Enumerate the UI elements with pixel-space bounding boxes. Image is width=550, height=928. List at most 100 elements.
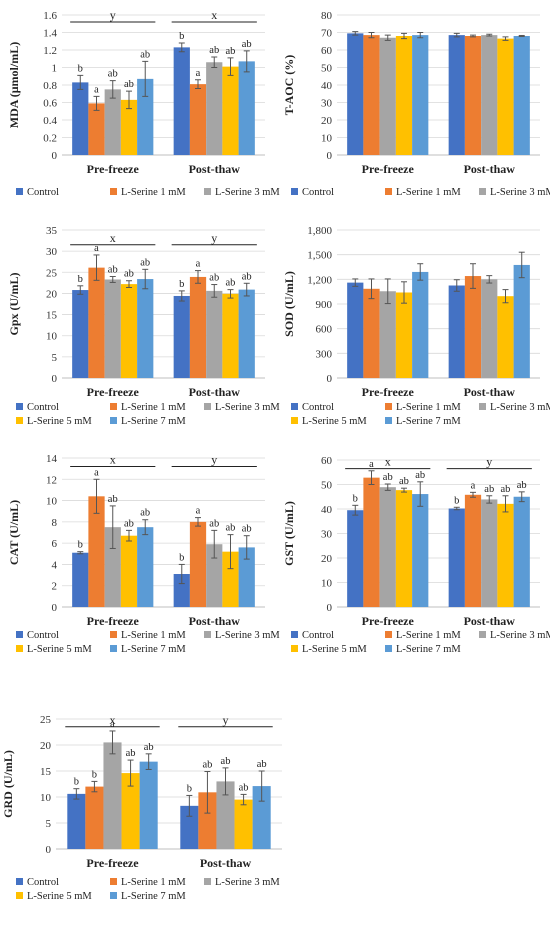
bar-l-serine-1-mm-post-thaw	[189, 276, 207, 378]
significance-label: a	[94, 467, 99, 478]
legend-label: L-Serine 3 mM	[215, 877, 280, 888]
bar-l-serine-1-mm-pre-freeze	[88, 496, 105, 607]
y-tick-label: 30	[321, 529, 333, 541]
group-letter: x	[110, 713, 116, 727]
y-tick-label: 30	[321, 98, 333, 110]
legend-label: L-Serine 3 mM	[490, 402, 550, 413]
y-tick-label: 20	[40, 740, 52, 752]
legend-label: L-Serine 1 mM	[121, 402, 186, 413]
group-letter: x	[110, 453, 116, 467]
legend-label: L-Serine 3 mM	[215, 187, 280, 198]
group-letter: y	[110, 8, 116, 22]
bar-control-pre-freeze	[72, 82, 89, 155]
legend-label: Control	[27, 187, 59, 198]
significance-label: ab	[202, 760, 212, 771]
significance-label: b	[179, 552, 184, 563]
bar-control-post-thaw	[180, 805, 199, 849]
chart-sod: 0 300 600 900 1,200 1,500 1,800 SOD (U/mL) Pre-f…	[282, 225, 550, 427]
legend-label: L-Serine 1 mM	[396, 402, 461, 413]
y-axis-label: SOD (U/mL)	[282, 271, 296, 337]
legend-swatch	[110, 892, 117, 899]
bar-l-serine-5-mm-pre-freeze	[121, 773, 140, 849]
legend-label: L-Serine 7 mM	[121, 416, 186, 427]
group-letter: x	[110, 231, 116, 245]
significance-label: b	[353, 493, 358, 504]
legend-swatch	[204, 631, 211, 638]
y-tick-label: 10	[40, 792, 52, 804]
bar-l-serine-7-mm-post-thaw	[238, 547, 255, 607]
legend-label: L-Serine 5 mM	[27, 416, 92, 427]
legend-swatch	[110, 403, 117, 410]
significance-label: ab	[501, 484, 511, 495]
bar-control-post-thaw	[448, 35, 465, 155]
significance-label: a	[196, 259, 201, 270]
legend-swatch	[385, 631, 392, 638]
y-tick-label: 30	[46, 246, 58, 258]
y-tick-label: 1,800	[307, 225, 332, 237]
significance-label: a	[94, 84, 99, 95]
significance-label: ab	[242, 271, 252, 282]
bar-control-post-thaw	[448, 508, 465, 607]
bar-l-serine-1-mm-post-thaw	[464, 36, 482, 155]
y-tick-label: 0	[327, 150, 333, 162]
significance-label: a	[94, 243, 99, 254]
bar-l-serine-7-mm-post-thaw	[513, 36, 530, 155]
y-tick-label: 10	[321, 578, 333, 590]
legend-label: L-Serine 1 mM	[121, 630, 186, 641]
significance-label: ab	[140, 257, 150, 268]
y-tick-label: 1.4	[43, 28, 57, 40]
x-category-label: Pre-freeze	[362, 385, 415, 399]
legend-swatch	[16, 645, 23, 652]
significance-label: b	[74, 777, 79, 788]
significance-label: ab	[399, 476, 409, 487]
legend-label: L-Serine 3 mM	[215, 402, 280, 413]
y-tick-label: 5	[46, 818, 52, 830]
bar-l-serine-1-mm-post-thaw	[189, 521, 207, 607]
legend-label: L-Serine 1 mM	[396, 630, 461, 641]
y-tick-label: 6	[52, 538, 58, 550]
group-letter: y	[223, 713, 229, 727]
legend-swatch	[16, 188, 23, 195]
bar-l-serine-7-mm-pre-freeze	[137, 279, 154, 378]
bar-l-serine-5-mm-pre-freeze	[395, 490, 413, 607]
y-axis-label: CAT (U/mL)	[7, 500, 21, 565]
y-tick-label: 12	[46, 474, 57, 486]
bar-l-serine-3-mm-pre-freeze	[104, 279, 121, 378]
bar-l-serine-1-mm-post-thaw	[464, 276, 482, 378]
significance-label: ab	[124, 518, 134, 529]
bar-l-serine-7-mm-pre-freeze	[412, 271, 429, 378]
bar-l-serine-5-mm-pre-freeze	[120, 284, 138, 378]
legend-label: Control	[302, 187, 334, 198]
x-category-label: Pre-freeze	[362, 614, 415, 628]
x-category-label: Pre-freeze	[87, 385, 140, 399]
bar-l-serine-7-mm-post-thaw	[513, 264, 530, 378]
significance-label: ab	[226, 523, 236, 534]
y-tick-label: 20	[46, 288, 58, 300]
bar-l-serine-1-mm-pre-freeze	[88, 267, 105, 378]
legend-swatch	[385, 403, 392, 410]
bar-l-serine-5-mm-post-thaw	[222, 551, 239, 607]
significance-label: ab	[257, 759, 267, 770]
legend-label: L-Serine 7 mM	[121, 891, 186, 902]
bar-control-post-thaw	[173, 295, 190, 378]
significance-label: ab	[239, 782, 249, 793]
y-tick-label: 10	[46, 331, 58, 343]
legend-label: L-Serine 7 mM	[121, 644, 186, 655]
y-tick-label: 0.8	[43, 80, 57, 92]
legend-swatch	[16, 631, 23, 638]
bar-l-serine-3-mm-post-thaw	[481, 35, 498, 155]
significance-label: ab	[484, 484, 494, 495]
y-axis-label: MDA (μmol/mL)	[7, 42, 21, 128]
y-axis-label: GST (U/mL)	[282, 501, 296, 566]
legend-label: Control	[27, 402, 59, 413]
significance-label: ab	[242, 524, 252, 535]
bar-l-serine-5-mm-pre-freeze	[395, 292, 413, 378]
legend-label: L-Serine 3 mM	[490, 187, 550, 198]
legend-swatch	[16, 878, 23, 885]
significance-label: b	[454, 495, 459, 506]
y-tick-label: 600	[316, 324, 333, 336]
significance-label: ab	[209, 518, 219, 529]
chart-panel-gst: 0 10 20 30 40 50 60 GST (U/mL) b a ab ab ab Pre-freez…	[275, 448, 550, 663]
